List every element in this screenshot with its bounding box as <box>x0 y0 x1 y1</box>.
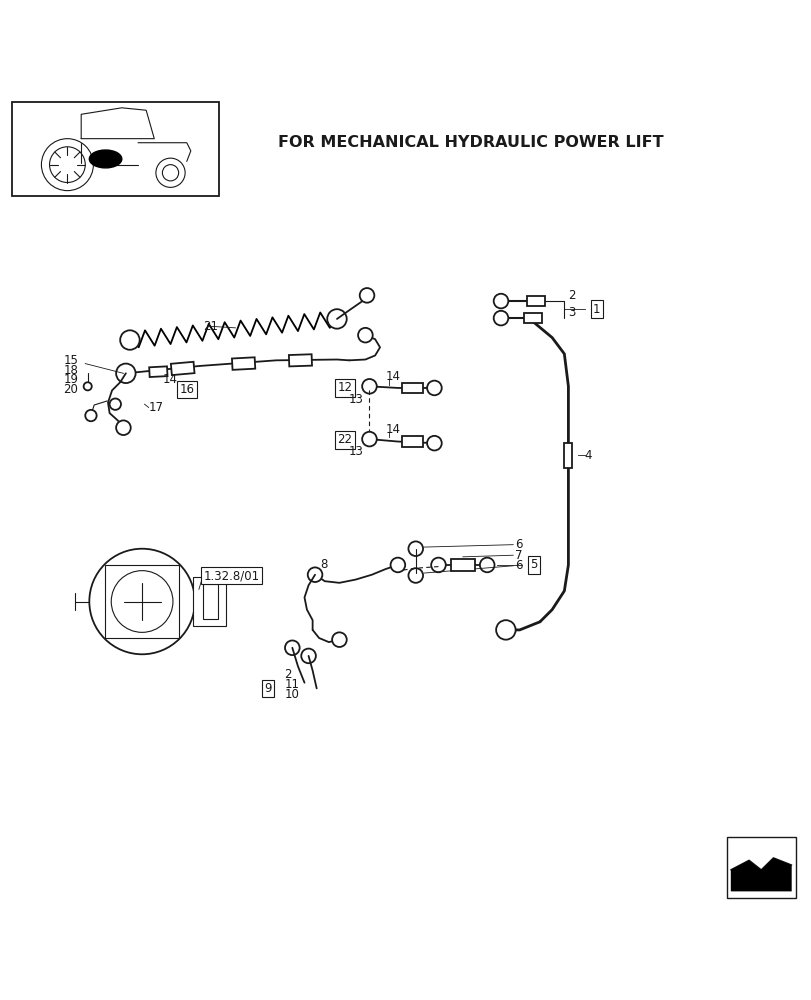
Bar <box>401 383 423 393</box>
Circle shape <box>85 410 97 421</box>
Text: 18: 18 <box>63 364 78 377</box>
Text: 7: 7 <box>514 549 521 562</box>
Circle shape <box>493 294 508 308</box>
Text: 6: 6 <box>514 538 521 551</box>
Circle shape <box>408 568 423 583</box>
Bar <box>401 436 423 447</box>
Text: 2: 2 <box>568 289 575 302</box>
Circle shape <box>332 632 346 647</box>
Text: 19: 19 <box>63 373 78 386</box>
Circle shape <box>362 432 376 446</box>
Text: 8: 8 <box>320 558 328 571</box>
Circle shape <box>359 288 374 303</box>
Circle shape <box>301 649 315 663</box>
Text: 9: 9 <box>264 682 272 695</box>
Circle shape <box>120 330 139 350</box>
Text: 17: 17 <box>148 401 163 414</box>
Text: 14: 14 <box>162 373 177 386</box>
Bar <box>149 366 167 377</box>
Ellipse shape <box>89 150 122 168</box>
Polygon shape <box>730 858 791 891</box>
Text: 2: 2 <box>284 668 291 681</box>
Circle shape <box>493 311 508 325</box>
Text: 13: 13 <box>349 393 363 406</box>
Text: FOR MECHANICAL HYDRAULIC POWER LIFT: FOR MECHANICAL HYDRAULIC POWER LIFT <box>278 135 663 150</box>
Circle shape <box>408 541 423 556</box>
Circle shape <box>285 640 299 655</box>
Circle shape <box>327 309 346 329</box>
Bar <box>523 313 541 323</box>
Text: 12: 12 <box>337 381 352 394</box>
Text: 10: 10 <box>284 688 298 701</box>
Circle shape <box>156 158 185 187</box>
Text: 5: 5 <box>530 558 538 571</box>
Text: 3: 3 <box>568 306 575 319</box>
Circle shape <box>496 620 515 640</box>
Circle shape <box>41 139 93 191</box>
Text: 13: 13 <box>349 445 363 458</box>
Text: 4: 4 <box>584 449 591 462</box>
Circle shape <box>362 379 376 394</box>
Circle shape <box>307 567 322 582</box>
Text: 14: 14 <box>385 423 400 436</box>
Bar <box>193 577 225 626</box>
Text: 16: 16 <box>179 383 194 396</box>
Bar <box>170 362 195 375</box>
Text: 11: 11 <box>284 678 298 691</box>
Text: 14: 14 <box>385 370 400 383</box>
Circle shape <box>479 558 494 572</box>
Bar <box>232 357 255 370</box>
Text: 20: 20 <box>63 383 78 396</box>
Circle shape <box>427 436 441 450</box>
Bar <box>203 584 217 619</box>
Circle shape <box>162 165 178 181</box>
Text: 22: 22 <box>337 433 352 446</box>
Circle shape <box>116 420 131 435</box>
Text: 1.32.8/01: 1.32.8/01 <box>203 569 260 582</box>
Bar <box>105 565 178 638</box>
Text: 21: 21 <box>203 320 217 333</box>
Circle shape <box>84 382 92 390</box>
Text: 6: 6 <box>514 559 521 572</box>
Bar <box>12 102 219 196</box>
Bar <box>726 837 795 898</box>
Circle shape <box>89 549 195 654</box>
Circle shape <box>390 558 405 572</box>
Bar <box>526 296 544 306</box>
Circle shape <box>431 558 445 572</box>
Bar <box>450 559 474 571</box>
Bar <box>564 443 572 468</box>
Circle shape <box>49 147 85 183</box>
Bar <box>289 354 311 366</box>
Circle shape <box>358 328 372 342</box>
Circle shape <box>109 398 121 410</box>
Circle shape <box>116 364 135 383</box>
Text: 15: 15 <box>63 354 78 367</box>
Circle shape <box>427 381 441 395</box>
Circle shape <box>111 571 173 632</box>
Text: 1: 1 <box>592 303 600 316</box>
